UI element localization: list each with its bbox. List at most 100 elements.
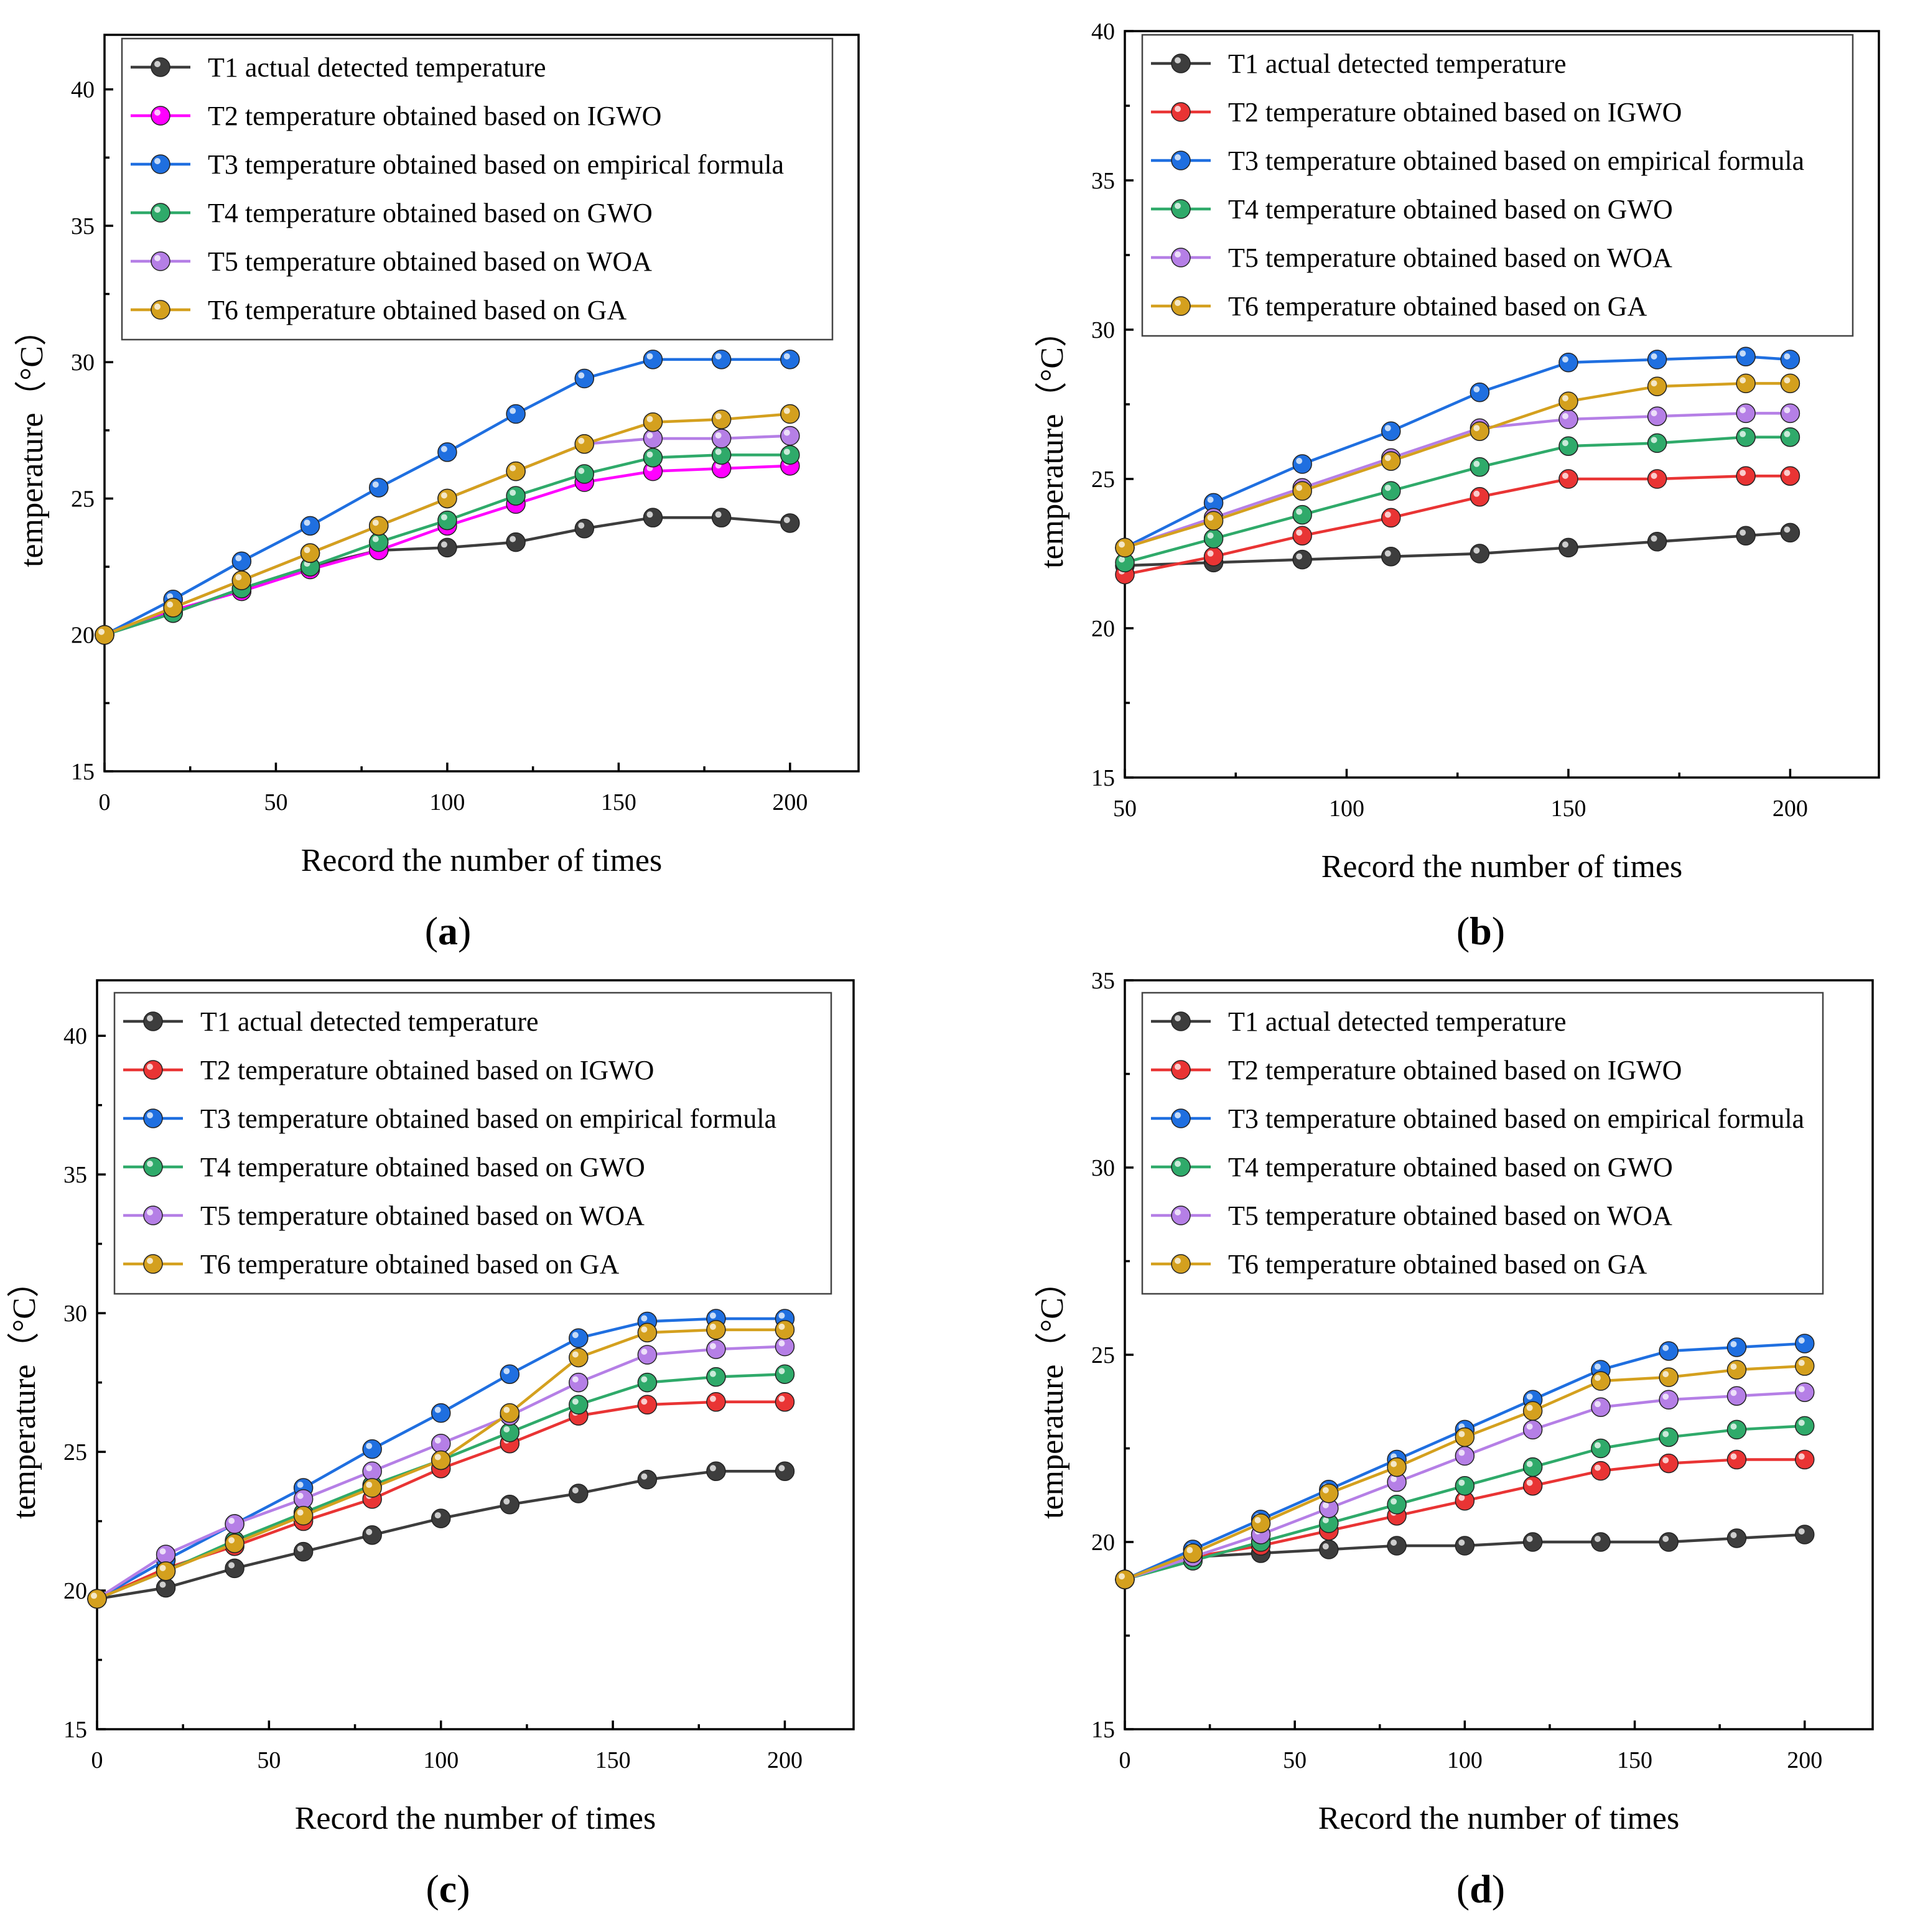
data-point: [1558, 391, 1578, 411]
data-point: [362, 1461, 382, 1482]
caption-letter-d: d: [1470, 1867, 1492, 1911]
legend-label-1: T1 actual detected temperature: [200, 1006, 539, 1037]
data-point-highlight: [1662, 1344, 1669, 1351]
y-tick-label: 35: [63, 1162, 87, 1188]
legend-marker: [1171, 1205, 1191, 1225]
data-point: [637, 1469, 658, 1490]
data-point: [1736, 526, 1756, 546]
data-point-highlight: [1384, 455, 1391, 462]
chart-panel-c: 15 20 25 30 35 40 0 50 100 150 200 Record the numbe…: [0, 958, 946, 1885]
x-tick-label: 100: [1447, 1747, 1483, 1773]
data-point-highlight: [1384, 425, 1391, 432]
data-point: [574, 368, 595, 389]
y-tick-label: 35: [71, 213, 95, 239]
data-point-highlight: [1391, 1540, 1397, 1546]
data-point: [362, 1439, 382, 1459]
data-point: [711, 350, 732, 369]
caption-letter-a: a: [438, 909, 458, 953]
data-point-highlight: [1662, 1393, 1669, 1400]
data-point: [1381, 547, 1401, 567]
data-point-highlight: [434, 1406, 441, 1413]
y-tick-label: 25: [1091, 467, 1115, 493]
data-point: [87, 1589, 107, 1609]
legend-marker-highlight: [1175, 1064, 1181, 1070]
data-point-highlight: [1391, 1475, 1397, 1482]
x-tick-label: 0: [1119, 1747, 1131, 1773]
data-point-highlight: [1784, 353, 1791, 360]
data-point-highlight: [228, 1562, 235, 1569]
data-point: [1522, 1419, 1543, 1440]
data-point: [1455, 1427, 1475, 1447]
data-point: [1647, 406, 1667, 426]
data-point-highlight: [783, 448, 790, 455]
data-point: [1319, 1483, 1339, 1503]
data-point-highlight: [159, 1564, 166, 1571]
data-point-highlight: [1740, 470, 1746, 476]
data-point-highlight: [1730, 1423, 1737, 1430]
plot-frame: [96, 979, 855, 1730]
data-point-highlight: [1526, 1393, 1533, 1400]
data-point-highlight: [572, 1376, 579, 1383]
data-point-highlight: [646, 451, 653, 458]
series-line-2: [1124, 474, 1791, 576]
y-tick-label: 25: [71, 486, 95, 512]
data-point: [1726, 1419, 1747, 1440]
data-point-highlight: [1662, 1431, 1669, 1437]
data-point-highlight: [1798, 1337, 1805, 1344]
data-point-highlight: [1391, 1461, 1397, 1467]
y-tick-label: 15: [71, 759, 95, 785]
data-point: [643, 350, 663, 369]
data-point-highlight: [503, 1426, 510, 1433]
data-point: [637, 1345, 658, 1365]
legend-label-6: T6 temperature obtained based on GA: [200, 1249, 619, 1279]
data-point: [1292, 526, 1312, 546]
data-point: [156, 1544, 176, 1564]
legend-marker: [143, 1060, 163, 1080]
data-point-highlight: [297, 1482, 304, 1488]
data-point-highlight: [510, 536, 516, 542]
data-point: [1794, 1449, 1815, 1470]
data-point-highlight: [1784, 430, 1791, 437]
data-point-highlight: [235, 574, 242, 581]
chart-b: 15 20 25 30 35 40 50 100 150 200 Record the number…: [1035, 19, 1880, 885]
data-point: [775, 1364, 795, 1384]
data-point: [1647, 469, 1667, 489]
data-point: [225, 1558, 245, 1579]
data-point-highlight: [1119, 1573, 1125, 1580]
data-point-highlight: [1322, 1502, 1329, 1508]
legend-marker-highlight: [147, 1161, 153, 1167]
data-point: [775, 1461, 795, 1482]
data-point-highlight: [641, 1315, 648, 1322]
legend-marker-highlight: [1175, 154, 1181, 160]
data-point-highlight: [778, 1395, 785, 1402]
y-tick-label: 35: [1091, 968, 1115, 994]
y-tick-label: 15: [63, 1717, 87, 1743]
legend-marker: [1171, 1060, 1191, 1080]
data-point: [569, 1484, 589, 1503]
data-point: [1251, 1513, 1271, 1533]
legend-box: [113, 992, 832, 1295]
data-point: [1659, 1367, 1679, 1387]
data-point: [706, 1367, 726, 1387]
data-point-highlight: [641, 1398, 648, 1405]
data-point: [1203, 529, 1224, 549]
data-point-highlight: [503, 1406, 510, 1413]
data-point: [780, 445, 800, 465]
data-point: [569, 1395, 589, 1415]
legend-marker-highlight: [1175, 300, 1181, 306]
legend-marker: [143, 1254, 163, 1274]
data-point: [1319, 1540, 1339, 1559]
data-point-highlight: [1473, 547, 1480, 554]
data-point: [1591, 1371, 1611, 1391]
data-point-highlight: [709, 1312, 716, 1319]
data-point: [1780, 373, 1801, 394]
data-point-highlight: [572, 1332, 579, 1339]
chart-panel-b: 15 20 25 30 35 40 50 100 150 200 Record the number…: [958, 0, 1904, 927]
x-axis-title: Record the number of times: [1318, 1801, 1680, 1836]
data-point-highlight: [578, 437, 585, 444]
data-point-highlight: [366, 1528, 373, 1535]
data-point-highlight: [1730, 1531, 1737, 1538]
data-point-highlight: [715, 432, 722, 439]
data-point-highlight: [646, 416, 653, 422]
data-point: [1591, 1397, 1611, 1418]
